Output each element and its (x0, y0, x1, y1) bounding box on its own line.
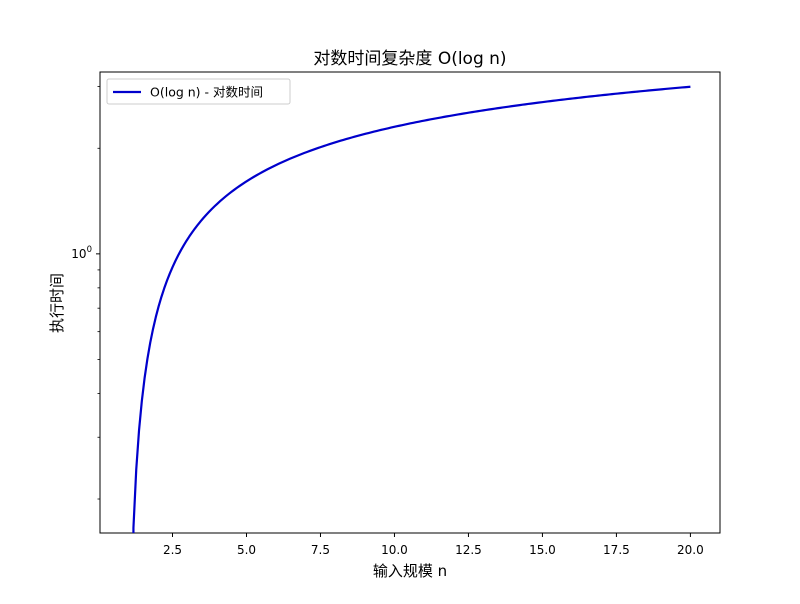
series-line (132, 85, 691, 533)
x-tick-label: 20.0 (677, 543, 704, 557)
y-tick-label-base: 10 (71, 247, 86, 261)
x-tick-label: 10.0 (381, 543, 408, 557)
y-tick-label-exponent: 0 (87, 245, 92, 255)
x-tick-label: 5.0 (237, 543, 256, 557)
x-tick-label: 7.5 (311, 543, 330, 557)
x-tick-label: 17.5 (603, 543, 630, 557)
y-tick-label: 100 (71, 245, 92, 261)
series-layer (132, 85, 691, 533)
plot-area-border (99, 71, 721, 534)
legend-label: O(log n) - 对数时间 (150, 85, 263, 100)
chart-title: 对数时间复杂度 O(log n) (313, 49, 506, 69)
legend: O(log n) - 对数时间 (106, 78, 291, 105)
x-axis-ticks: 2.5 5.0 7.5 10.0 12.5 15.0 17.5 20.0 (163, 533, 704, 557)
x-tick-label: 2.5 (163, 543, 182, 557)
legend-box (106, 78, 291, 105)
x-tick-label: 12.5 (455, 543, 482, 557)
y-axis-ticks: 100 (71, 86, 100, 500)
y-axis-label: 执行时间 (48, 273, 66, 333)
x-axis-label: 输入规模 n (373, 562, 447, 580)
x-tick-label: 15.0 (529, 543, 556, 557)
plot-frame (99, 71, 721, 534)
